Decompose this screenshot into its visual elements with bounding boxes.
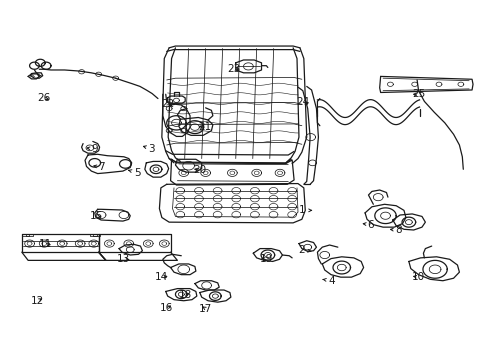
Text: 13: 13	[117, 254, 130, 264]
Text: 12: 12	[31, 296, 44, 306]
Text: 9: 9	[87, 144, 98, 154]
Text: 14: 14	[155, 272, 168, 282]
Text: 6: 6	[363, 220, 373, 230]
Text: 21: 21	[198, 122, 211, 132]
Text: 17: 17	[199, 303, 212, 314]
Text: 5: 5	[128, 168, 141, 178]
Text: 24: 24	[296, 97, 309, 107]
Text: 11: 11	[39, 239, 52, 249]
Text: 10: 10	[411, 272, 424, 282]
Text: 7: 7	[94, 162, 104, 172]
Text: 22: 22	[161, 99, 174, 109]
Text: 18: 18	[178, 290, 191, 300]
Text: 26: 26	[38, 93, 51, 103]
Text: 20: 20	[193, 165, 206, 175]
Text: 2: 2	[298, 245, 310, 255]
Text: 19: 19	[259, 254, 272, 264]
Text: 16: 16	[160, 303, 173, 313]
Text: 25: 25	[411, 89, 425, 99]
Text: 15: 15	[89, 211, 102, 221]
Text: 8: 8	[390, 225, 401, 235]
Text: 4: 4	[323, 276, 335, 286]
Text: 3: 3	[143, 144, 154, 154]
Text: 23: 23	[227, 64, 240, 73]
Text: 1: 1	[298, 205, 311, 215]
